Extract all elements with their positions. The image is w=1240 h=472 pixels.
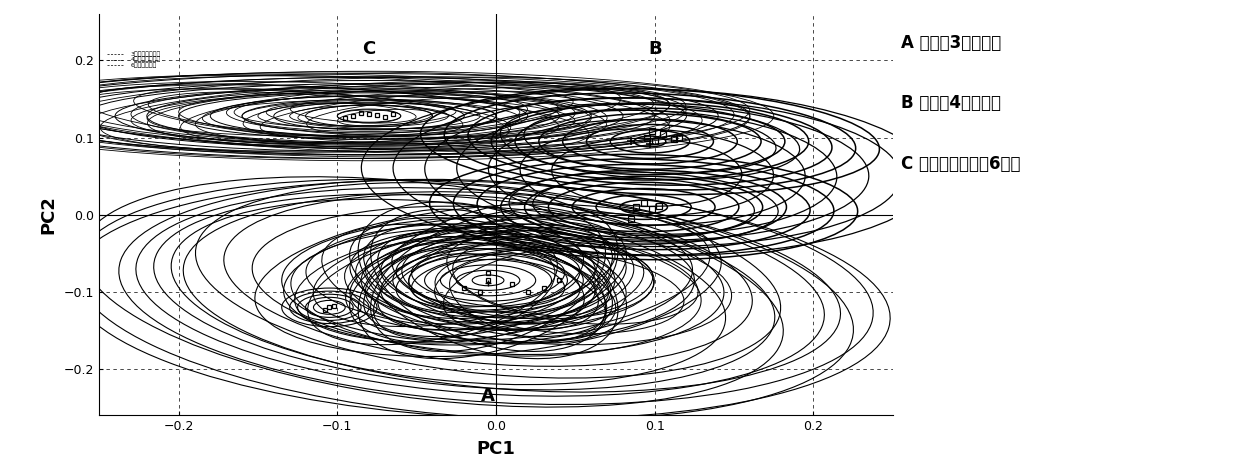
Text: 4个月瓶苗金线莲: 4个月瓶苗金线莲: [131, 57, 161, 62]
Text: B 金线莲4个月瓶苗: B 金线莲4个月瓶苗: [900, 94, 1001, 112]
Text: A: A: [481, 387, 495, 405]
Text: C: C: [362, 40, 376, 58]
Text: A 金线莲3个月瓶苗: A 金线莲3个月瓶苗: [900, 34, 1001, 52]
Text: C 金线莲入土种植6个月: C 金线莲入土种植6个月: [900, 155, 1021, 173]
X-axis label: PC1: PC1: [476, 440, 516, 458]
Text: 6个月入土种植: 6个月入土种植: [131, 62, 157, 68]
Y-axis label: PC2: PC2: [38, 195, 57, 234]
Text: B: B: [649, 40, 661, 58]
Text: 3个月瓶苗金线莲: 3个月瓶苗金线莲: [131, 51, 161, 57]
